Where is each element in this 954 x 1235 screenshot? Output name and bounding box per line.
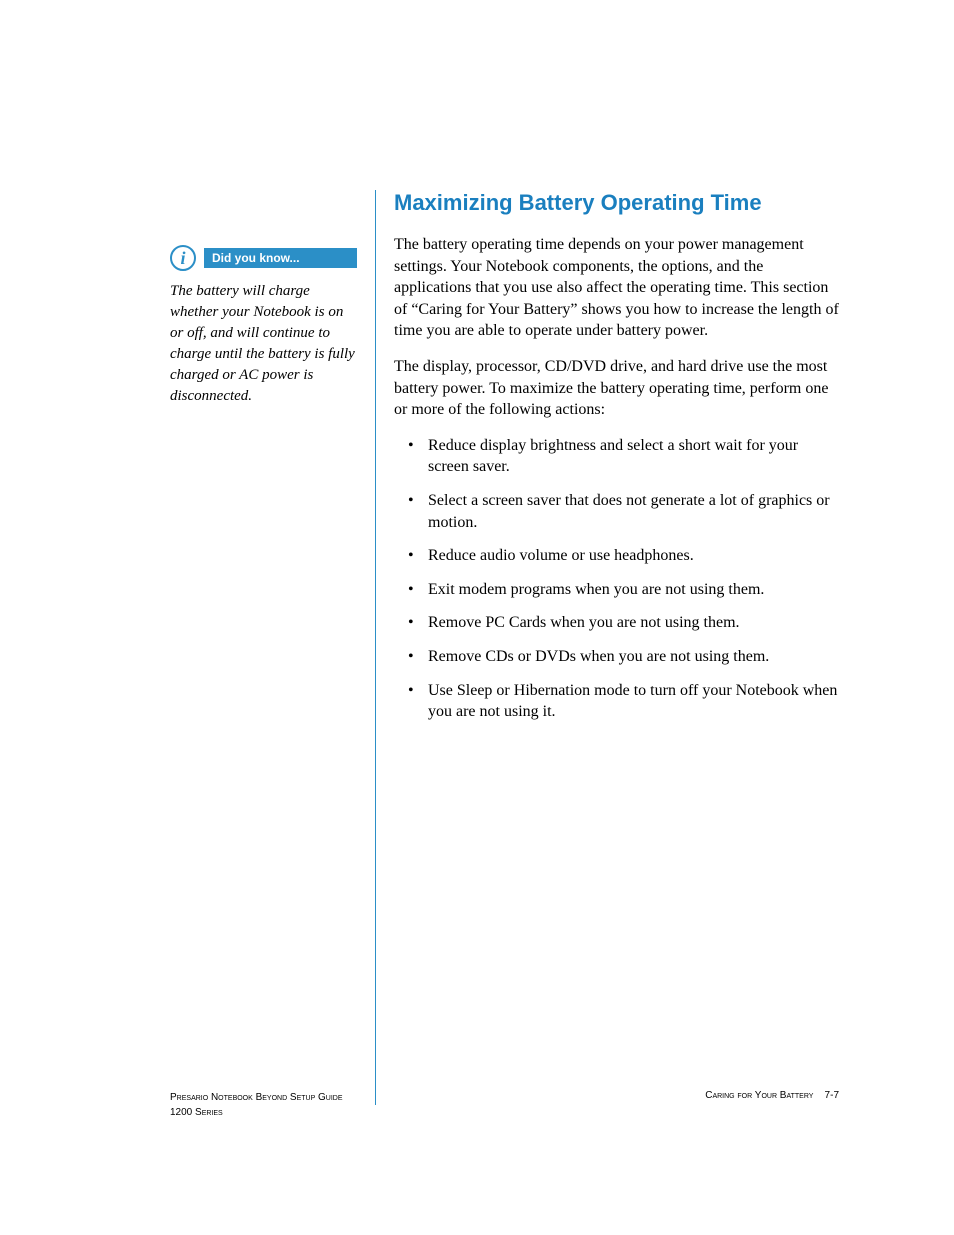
callout-label: Did you know... <box>204 248 357 268</box>
vertical-divider <box>375 190 376 1105</box>
bullet-list: Reduce display brightness and select a s… <box>394 435 839 723</box>
body-paragraph: The battery operating time depends on yo… <box>394 234 839 342</box>
callout-header: i Did you know... <box>170 245 357 271</box>
footer-right: Caring for Your Battery 7-7 <box>705 1090 839 1120</box>
list-item: Select a screen saver that does not gene… <box>394 490 839 533</box>
list-item: Remove CDs or DVDs when you are not usin… <box>394 646 839 668</box>
list-item: Remove PC Cards when you are not using t… <box>394 612 839 634</box>
info-icon: i <box>170 245 196 271</box>
footer-series: 1200 Series <box>170 1107 223 1118</box>
page-content: i Did you know... The battery will charg… <box>170 190 839 1105</box>
list-item: Exit modem programs when you are not usi… <box>394 579 839 601</box>
page-footer: Presario Notebook Beyond Setup Guide 120… <box>170 1090 839 1120</box>
section-heading: Maximizing Battery Operating Time <box>394 190 839 216</box>
main-column: Maximizing Battery Operating Time The ba… <box>394 190 839 1105</box>
sidebar: i Did you know... The battery will charg… <box>170 190 375 1105</box>
page-number: 7-7 <box>825 1090 839 1101</box>
list-item: Reduce audio volume or use headphones. <box>394 545 839 567</box>
footer-left: Presario Notebook Beyond Setup Guide 120… <box>170 1090 343 1120</box>
list-item: Use Sleep or Hibernation mode to turn of… <box>394 680 839 723</box>
callout-body: The battery will charge whether your Not… <box>170 281 357 407</box>
footer-guide-title: Presario Notebook Beyond Setup Guide <box>170 1092 343 1103</box>
list-item: Reduce display brightness and select a s… <box>394 435 839 478</box>
footer-section-title: Caring for Your Battery <box>705 1090 813 1101</box>
body-paragraph: The display, processor, CD/DVD drive, an… <box>394 356 839 421</box>
